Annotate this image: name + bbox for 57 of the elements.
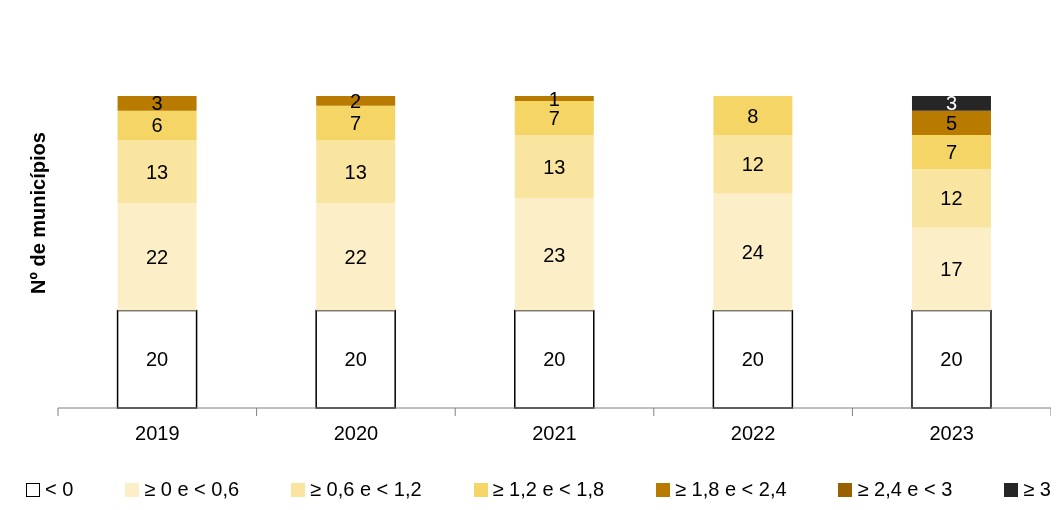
x-tick-label: 2019 bbox=[135, 422, 180, 445]
data-label: 13 bbox=[344, 160, 367, 183]
bar bbox=[117, 110, 197, 140]
data-label: 23 bbox=[543, 243, 566, 266]
bar bbox=[911, 110, 991, 135]
bar bbox=[117, 203, 197, 311]
legend-label: ≥ 3 bbox=[1022, 478, 1051, 501]
bar bbox=[713, 193, 793, 311]
legend-label: ≥ 0,6 e < 1,2 bbox=[309, 478, 422, 501]
legend-label: ≥ 2,4 e < 3 bbox=[856, 478, 953, 501]
bar bbox=[911, 96, 991, 111]
bar bbox=[316, 203, 396, 311]
data-label: 17 bbox=[940, 258, 963, 281]
data-label: 20 bbox=[543, 348, 566, 371]
data-label: 12 bbox=[940, 187, 963, 210]
legend-label: ≥ 0 e < 0,6 bbox=[143, 478, 240, 501]
bar bbox=[316, 96, 396, 106]
x-tick-label: 2022 bbox=[730, 422, 776, 445]
y-axis-title: Nº de municípios bbox=[27, 132, 50, 294]
bar bbox=[911, 169, 991, 228]
bar bbox=[315, 309, 396, 409]
bar bbox=[117, 96, 197, 111]
data-label: 24 bbox=[741, 241, 765, 264]
bar bbox=[911, 227, 991, 311]
bar bbox=[514, 135, 594, 199]
bar bbox=[911, 135, 991, 170]
data-label: 22 bbox=[145, 245, 169, 268]
bar bbox=[712, 309, 794, 409]
x-tick-label: 2023 bbox=[929, 422, 974, 445]
data-label: 7 bbox=[945, 141, 958, 164]
data-label: 20 bbox=[145, 348, 169, 371]
data-label: 20 bbox=[741, 348, 765, 371]
data-label: 12 bbox=[741, 153, 765, 176]
bar bbox=[514, 309, 595, 409]
bar bbox=[514, 198, 594, 311]
legend-label: ≥ 1,2 e < 1,8 bbox=[491, 478, 605, 501]
bar bbox=[116, 309, 198, 409]
legend-label: ≥ 1,8 e < 2,4 bbox=[674, 478, 787, 501]
x-tick-label: 2020 bbox=[333, 422, 379, 445]
legend-label: < 0 bbox=[44, 478, 74, 501]
bar bbox=[713, 135, 793, 194]
x-tick-label: 2021 bbox=[532, 422, 577, 445]
bar bbox=[911, 309, 992, 409]
data-label: 13 bbox=[543, 155, 566, 178]
data-label: 2 bbox=[350, 89, 362, 112]
data-label: 22 bbox=[344, 245, 367, 268]
bar bbox=[316, 139, 396, 204]
data-label: 7 bbox=[350, 111, 362, 134]
data-label: 3 bbox=[151, 92, 163, 115]
data-label: 20 bbox=[344, 348, 367, 371]
data-label: 8 bbox=[747, 104, 759, 127]
data-label: 20 bbox=[940, 348, 963, 371]
data-label: 13 bbox=[145, 160, 169, 183]
bar bbox=[713, 96, 793, 135]
bar bbox=[117, 139, 197, 204]
data-label: 6 bbox=[151, 114, 163, 137]
data-label: 7 bbox=[548, 107, 560, 130]
